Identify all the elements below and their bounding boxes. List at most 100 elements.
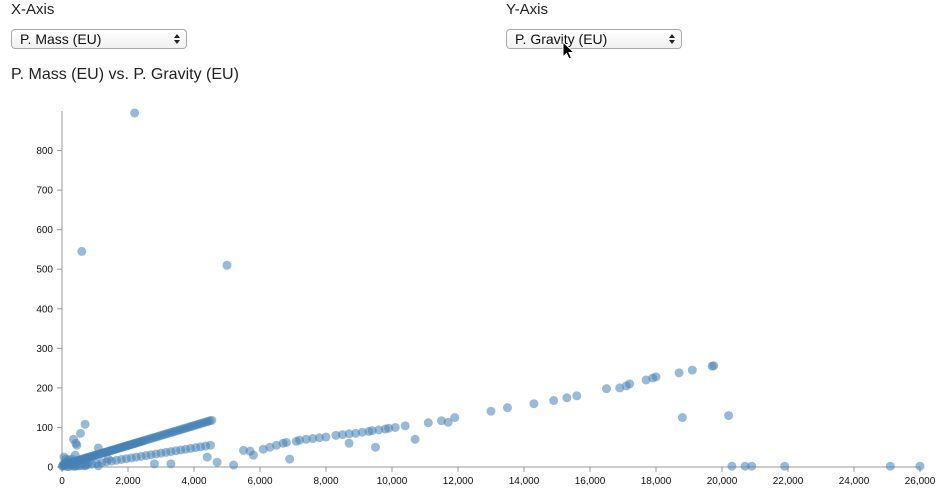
data-point[interactable] bbox=[367, 426, 377, 436]
y-tick-label: 700 bbox=[36, 186, 53, 197]
y-tick-label: 300 bbox=[36, 344, 53, 355]
data-point[interactable] bbox=[331, 430, 341, 440]
data-point[interactable] bbox=[103, 454, 113, 464]
data-point[interactable] bbox=[357, 427, 367, 437]
data-point[interactable] bbox=[384, 423, 394, 433]
data-point[interactable] bbox=[80, 419, 90, 429]
data-point[interactable] bbox=[724, 411, 734, 421]
x-axis: 0 2,000 4,000 6,000 8,000 10,000 12,000 14,000 1… bbox=[59, 466, 936, 487]
data-point[interactable] bbox=[572, 391, 582, 401]
mouse-cursor-icon bbox=[562, 41, 576, 60]
data-point[interactable] bbox=[338, 430, 347, 440]
data-point[interactable] bbox=[70, 450, 80, 460]
data-point[interactable] bbox=[529, 399, 539, 409]
y-tick-label: 800 bbox=[36, 146, 53, 157]
y-axis-control: Y-Axis P. Gravity (EU) bbox=[506, 0, 682, 49]
data-point[interactable] bbox=[687, 365, 697, 375]
data-point[interactable] bbox=[314, 433, 324, 443]
x-tick-label: 18,000 bbox=[641, 476, 672, 487]
data-point[interactable] bbox=[727, 461, 737, 471]
data-point[interactable] bbox=[780, 461, 790, 471]
data-point[interactable] bbox=[423, 418, 433, 428]
data-point[interactable] bbox=[443, 417, 453, 427]
data-point[interactable] bbox=[72, 440, 82, 450]
data-point[interactable] bbox=[149, 459, 159, 469]
x-tick-label: 24,000 bbox=[839, 476, 870, 487]
data-point[interactable] bbox=[400, 421, 410, 431]
data-point[interactable] bbox=[281, 437, 291, 447]
y-tick-label: 500 bbox=[36, 265, 53, 276]
x-tick-label: 26,000 bbox=[905, 476, 936, 487]
select-arrows-icon bbox=[174, 34, 180, 44]
data-point[interactable] bbox=[344, 429, 354, 439]
data-point[interactable] bbox=[651, 372, 661, 382]
y-tick-label: 100 bbox=[36, 423, 53, 434]
data-point[interactable] bbox=[562, 393, 572, 403]
chart-title: P. Mass (EU) vs. P. Gravity (EU) bbox=[11, 66, 239, 83]
data-point[interactable] bbox=[248, 450, 258, 460]
x-tick-label: 14,000 bbox=[509, 476, 540, 487]
data-point[interactable] bbox=[93, 461, 103, 471]
x-axis-select[interactable]: P. Mass (EU) bbox=[11, 29, 187, 49]
data-point[interactable] bbox=[212, 457, 222, 467]
data-point[interactable] bbox=[915, 461, 925, 471]
x-axis-control: X-Axis P. Mass (EU) bbox=[11, 0, 187, 49]
data-point[interactable] bbox=[709, 361, 719, 371]
x-tick-label: 8,000 bbox=[313, 476, 338, 487]
data-point[interactable] bbox=[674, 368, 684, 378]
data-point[interactable] bbox=[321, 432, 331, 442]
data-point[interactable] bbox=[344, 438, 354, 448]
data-point[interactable] bbox=[229, 460, 239, 470]
x-tick-label: 0 bbox=[59, 476, 65, 487]
y-tick-label: 600 bbox=[36, 225, 53, 236]
data-point[interactable] bbox=[486, 406, 496, 416]
data-point[interactable] bbox=[308, 434, 318, 444]
data-point[interactable] bbox=[301, 434, 311, 444]
data-point[interactable] bbox=[371, 442, 380, 452]
data-point[interactable] bbox=[77, 246, 87, 256]
data-point[interactable] bbox=[206, 440, 215, 450]
y-axis: 0 100 200 300 400 500 600 700 800 bbox=[36, 111, 63, 474]
data-points bbox=[57, 108, 925, 472]
y-axis-label: Y-Axis bbox=[506, 1, 548, 18]
data-point[interactable] bbox=[93, 443, 103, 453]
data-point[interactable] bbox=[75, 428, 85, 438]
x-tick-label: 16,000 bbox=[575, 476, 606, 487]
data-point[interactable] bbox=[740, 461, 750, 471]
x-tick-label: 22,000 bbox=[773, 476, 804, 487]
data-point[interactable] bbox=[83, 457, 93, 467]
data-point[interactable] bbox=[885, 461, 895, 471]
data-point[interactable] bbox=[166, 459, 176, 469]
y-axis-selected-value: P. Gravity (EU) bbox=[515, 31, 608, 47]
select-arrows-icon bbox=[669, 34, 675, 44]
y-axis-select[interactable]: P. Gravity (EU) bbox=[506, 29, 682, 49]
x-tick-label: 4,000 bbox=[181, 476, 206, 487]
data-point[interactable] bbox=[677, 413, 687, 423]
data-point[interactable] bbox=[503, 403, 512, 413]
x-tick-label: 6,000 bbox=[247, 476, 272, 487]
x-axis-label: X-Axis bbox=[11, 1, 55, 18]
y-tick-label: 0 bbox=[47, 463, 53, 474]
data-point[interactable] bbox=[747, 461, 757, 471]
data-point[interactable] bbox=[450, 413, 460, 423]
data-point[interactable] bbox=[130, 108, 140, 118]
x-axis-selected-value: P. Mass (EU) bbox=[20, 31, 102, 47]
data-point[interactable] bbox=[222, 260, 232, 270]
x-tick-label: 2,000 bbox=[115, 476, 140, 487]
data-point[interactable] bbox=[239, 445, 248, 455]
data-point[interactable] bbox=[374, 425, 384, 435]
x-tick-label: 12,000 bbox=[443, 476, 474, 487]
data-point[interactable] bbox=[390, 422, 400, 432]
data-point[interactable] bbox=[410, 434, 420, 444]
data-point[interactable] bbox=[202, 452, 212, 462]
data-point[interactable] bbox=[602, 384, 611, 394]
data-point[interactable] bbox=[625, 379, 635, 389]
data-point[interactable] bbox=[207, 415, 217, 425]
data-point[interactable] bbox=[285, 454, 295, 464]
x-tick-label: 20,000 bbox=[707, 476, 738, 487]
y-tick-label: 200 bbox=[36, 383, 53, 394]
x-tick-label: 10,000 bbox=[377, 476, 408, 487]
y-tick-label: 400 bbox=[36, 304, 53, 315]
data-point[interactable] bbox=[549, 396, 559, 406]
data-point[interactable] bbox=[295, 435, 305, 445]
